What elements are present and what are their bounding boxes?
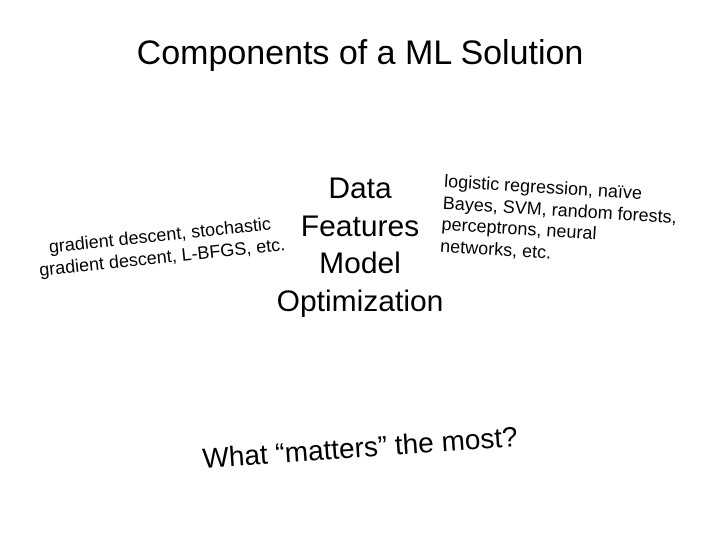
center-item-optimization: Optimization <box>0 283 720 321</box>
model-examples-note: logistic regression, naïve Bayes, SVM, r… <box>440 171 681 272</box>
slide: Components of a ML Solution Data Feature… <box>0 0 720 540</box>
bottom-question: What “matters” the most? <box>0 407 720 489</box>
slide-title: Components of a ML Solution <box>0 34 720 73</box>
